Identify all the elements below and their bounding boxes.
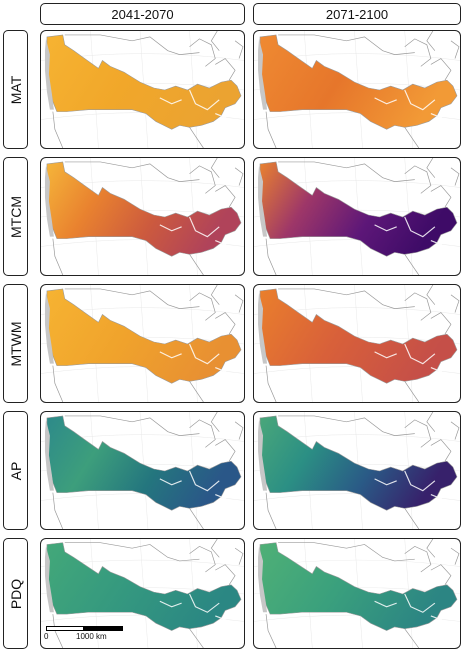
column-header-2071-2100: 2071-2100 (253, 3, 461, 25)
coastline (265, 31, 460, 148)
inland-water (159, 89, 234, 119)
inland-water (374, 343, 450, 373)
map-panel-mtwm-2071-2100 (253, 284, 461, 403)
forest-region (46, 161, 242, 257)
map-svg (254, 158, 460, 275)
forest-region (259, 161, 458, 257)
row-label: AP (7, 461, 24, 480)
map-svg (254, 412, 460, 529)
inland-water (159, 593, 234, 621)
map-svg (254, 285, 460, 402)
coastline (52, 285, 244, 402)
coastline (265, 158, 460, 275)
row-header-mtwm: MTWM (3, 284, 28, 403)
scale-bar-black (83, 626, 123, 631)
map-svg (41, 285, 244, 402)
map-panel-mat-2071-2100 (253, 30, 461, 149)
forest-region (259, 542, 458, 631)
west-coast-strip (44, 292, 54, 364)
row-header-pdq: PDQ (3, 538, 28, 649)
row-label: MTCM (7, 195, 24, 238)
map-svg (41, 158, 244, 275)
coastline (265, 285, 460, 402)
forest-region (259, 415, 458, 511)
forest-region (259, 34, 458, 130)
coastline (52, 412, 244, 529)
scale-bar: 0 1000 km (44, 624, 130, 646)
inland-water (374, 216, 450, 246)
west-coast-strip (258, 419, 268, 491)
inland-water (374, 470, 450, 500)
row-header-ap: AP (3, 411, 28, 530)
map-svg (41, 539, 244, 648)
map-panel-pdq-2071-2100 (253, 538, 461, 649)
inland-water (374, 593, 450, 621)
map-svg (254, 539, 460, 648)
map-panel-mat-2041-2070 (40, 30, 245, 149)
column-label: 2071-2100 (325, 6, 389, 22)
west-coast-strip (258, 165, 268, 237)
west-coast-strip (44, 419, 54, 491)
west-coast-strip (258, 38, 268, 110)
forest-region (46, 542, 242, 631)
inland-water (159, 470, 234, 500)
inland-water (159, 216, 234, 246)
coastline (52, 31, 244, 148)
row-label: PDQ (7, 578, 24, 609)
inland-water (159, 343, 234, 373)
forest-region (46, 415, 242, 511)
west-coast-strip (258, 292, 268, 364)
coastline (265, 412, 460, 529)
coastline (52, 539, 244, 648)
west-coast-strip (258, 546, 268, 613)
row-label: MTWM (7, 320, 24, 367)
column-label: 2041-2070 (111, 6, 174, 22)
forest-region (46, 34, 242, 130)
scale-bar-white (46, 626, 84, 631)
forest-region (259, 288, 458, 384)
inland-water (374, 89, 450, 119)
map-panel-mtcm-2071-2100 (253, 157, 461, 276)
row-header-mat: MAT (3, 30, 28, 149)
map-panel-mtcm-2041-2070 (40, 157, 245, 276)
row-header-mtcm: MTCM (3, 157, 28, 276)
scale-bar-end-label: 1000 km (76, 632, 107, 641)
map-svg (41, 412, 244, 529)
west-coast-strip (44, 38, 54, 110)
coastline (265, 539, 460, 648)
map-panel-ap-2071-2100 (253, 411, 461, 530)
forest-region (46, 288, 242, 384)
map-panel-ap-2041-2070 (40, 411, 245, 530)
coastline (52, 158, 244, 275)
scale-bar-start-label: 0 (44, 632, 49, 641)
map-panel-mtwm-2041-2070 (40, 284, 245, 403)
west-coast-strip (44, 165, 54, 237)
map-svg (254, 31, 460, 148)
map-svg (41, 31, 244, 148)
row-label: MAT (7, 75, 24, 104)
west-coast-strip (44, 546, 54, 613)
column-header-2041-2070: 2041-2070 (40, 3, 245, 25)
